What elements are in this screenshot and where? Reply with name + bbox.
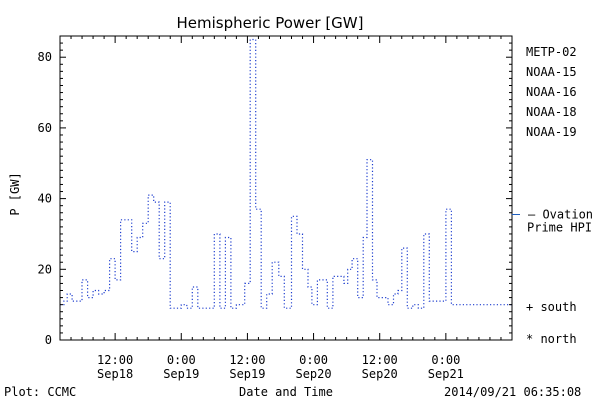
ovation-label-line2: Prime HPI <box>527 221 592 235</box>
x-tick-time-label: 0:00 <box>431 353 460 367</box>
y-tick-label: 60 <box>38 121 52 135</box>
legend-entry-metp-02: METP-02 <box>526 45 577 59</box>
x-axis-label: Date and Time <box>239 385 333 399</box>
x-axis: 12:00Sep180:00Sep1912:00Sep190:00Sep2012… <box>59 36 513 381</box>
plot-frame <box>59 35 513 341</box>
legend-entry-noaa-16: NOAA-16 <box>526 85 577 99</box>
north-marker-label: * north <box>526 332 577 346</box>
x-tick-time-label: 0:00 <box>167 353 196 367</box>
x-tick-date-label: Sep19 <box>229 367 265 381</box>
x-tick-date-label: Sep18 <box>97 367 133 381</box>
chart-title: Hemispheric Power [GW] <box>177 14 364 32</box>
plot-area <box>59 35 520 341</box>
series-line-noaa-15 <box>60 38 512 309</box>
legend-entry-noaa-15: NOAA-15 <box>526 65 577 79</box>
x-tick-time-label: 12:00 <box>362 353 398 367</box>
x-tick-time-label: 12:00 <box>97 353 133 367</box>
x-tick-date-label: Sep21 <box>428 367 464 381</box>
ovation-label-line1: — Ovation <box>528 208 593 222</box>
x-tick-time-label: 12:00 <box>229 353 265 367</box>
x-tick-date-label: Sep20 <box>295 367 331 381</box>
south-marker-label: + south <box>526 300 577 314</box>
x-tick-time-label: 0:00 <box>299 353 328 367</box>
y-tick-label: 40 <box>38 192 52 206</box>
footer-plot-credit: Plot: CCMC <box>4 385 76 399</box>
y-tick-label: 80 <box>38 50 52 64</box>
y-tick-label: 0 <box>45 333 52 347</box>
legend-entry-noaa-18: NOAA-18 <box>526 105 577 119</box>
x-tick-date-label: Sep19 <box>163 367 199 381</box>
legend-entry-noaa-19: NOAA-19 <box>526 125 577 139</box>
y-tick-label: 20 <box>38 262 52 276</box>
y-axis-label: P [GW] <box>8 172 22 215</box>
legend: METP-02 NOAA-15 NOAA-16 NOAA-18 NOAA-19 <box>526 45 577 139</box>
footer-timestamp: 2014/09/21 06:35:08 <box>444 385 581 399</box>
x-tick-date-label: Sep20 <box>362 367 398 381</box>
y-axis: 0 20 40 60 80 <box>38 35 512 347</box>
ovation-hpi-label: — Ovation Prime HPI <box>527 208 593 235</box>
